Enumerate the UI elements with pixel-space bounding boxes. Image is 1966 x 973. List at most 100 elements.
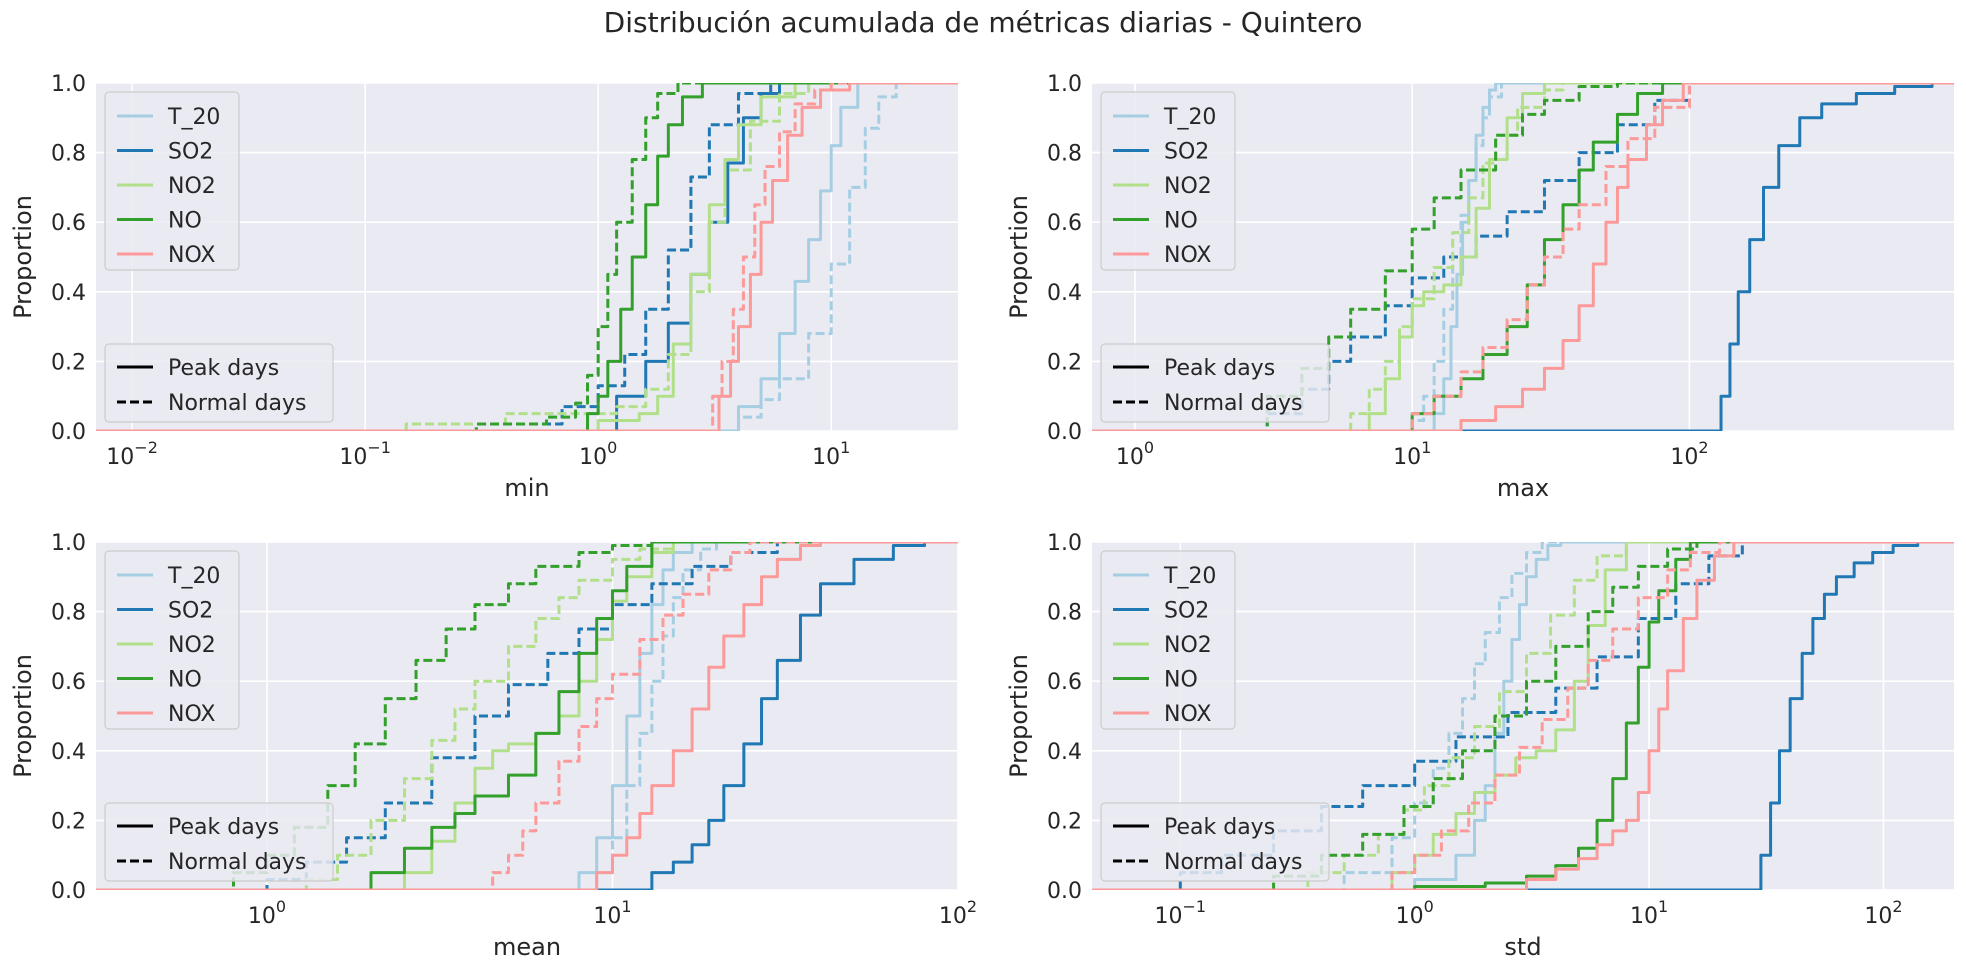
legend-label: NO — [168, 209, 202, 234]
legend-label: NOX — [1164, 243, 1211, 268]
y-tick-label: 0.4 — [1047, 281, 1082, 306]
chart-panel-mean: 0.0 0.2 0.4 0.6 0.8 1.0 100 101 102 mean Proportio… — [9, 531, 977, 961]
chart-panel-max: 0.0 0.2 0.4 0.6 0.8 1.0 100 101 102 max Proportion… — [1005, 72, 1954, 502]
y-axis-label: Proportion — [9, 195, 37, 319]
y-tick-label: 0.6 — [51, 211, 86, 236]
legend-line-style: Peak days Normal days — [1100, 343, 1330, 423]
x-tick-label: 101 — [593, 897, 631, 929]
x-tick-label: 10−1 — [339, 438, 391, 470]
x-tick-label: 102 — [1864, 897, 1902, 929]
x-tick-label: 100 — [248, 897, 286, 929]
x-tick-label: 101 — [1393, 438, 1431, 470]
y-tick-label: 0.6 — [1047, 211, 1082, 236]
legend-box — [104, 91, 240, 271]
legend-label: T_20 — [167, 564, 220, 589]
y-tick-label: 0.6 — [1047, 670, 1082, 695]
legend-label: SO2 — [168, 599, 213, 624]
legend-label: NO2 — [168, 633, 216, 658]
legend-species: T_20 SO2 NO2 NO NOX — [1100, 91, 1236, 271]
y-tick-label: 0.0 — [1047, 420, 1082, 445]
series-line-t-20-normal — [1092, 542, 1954, 890]
legend-label: NO — [1164, 668, 1198, 693]
y-tick-label: 0.4 — [1047, 740, 1082, 765]
legend-label: T_20 — [1163, 105, 1216, 130]
legend-label: NO — [168, 668, 202, 693]
x-axis-label: min — [504, 474, 549, 502]
y-tick-label: 0.4 — [51, 740, 86, 765]
series-line-no2-peak — [96, 83, 958, 431]
y-tick-label: 0.8 — [1047, 601, 1082, 626]
series-line-so2-peak — [1092, 542, 1954, 890]
legend-box — [104, 550, 240, 730]
figure-title: Distribución acumulada de métricas diari… — [604, 6, 1363, 39]
legend-label: NOX — [1164, 702, 1211, 727]
panels-container: 0.0 0.2 0.4 0.6 0.8 1.0 10−2 10−1 100 101 min Propo… — [9, 72, 1954, 961]
series-line-so2-peak — [1092, 83, 1954, 431]
series-line-t-20-normal — [1092, 83, 1954, 431]
series-line-t-20-peak — [1092, 542, 1954, 890]
series-line-no2-normal — [96, 83, 958, 431]
legend-label: NOX — [168, 702, 215, 727]
series-line-nox-peak — [96, 83, 958, 431]
series-group-max — [1092, 83, 1954, 431]
y-tick-label: 0.6 — [51, 670, 86, 695]
series-line-nox-peak — [1092, 83, 1954, 431]
x-tick-label: 100 — [1116, 438, 1154, 470]
legend-label: NO — [1164, 209, 1198, 234]
y-axis-label: Proportion — [1005, 195, 1033, 319]
legend-label: NO2 — [168, 174, 216, 199]
legend-label: T_20 — [167, 105, 220, 130]
legend-label: SO2 — [1164, 140, 1209, 165]
series-line-no2-normal — [1092, 83, 1954, 431]
series-line-nox-peak — [96, 542, 958, 890]
series-line-no-normal — [96, 83, 958, 431]
x-axis-label: std — [1504, 933, 1541, 961]
legend-line-style: Peak days Normal days — [1100, 802, 1330, 882]
series-line-no2-peak — [1092, 83, 1954, 431]
y-tick-label: 0.8 — [1047, 142, 1082, 167]
y-tick-label: 1.0 — [51, 531, 86, 556]
legend-label: Normal days — [168, 850, 307, 875]
series-line-no-normal — [96, 542, 958, 890]
series-line-t-20-peak — [96, 83, 958, 431]
x-axis-label: max — [1497, 474, 1549, 502]
y-axis-label: Proportion — [9, 654, 37, 778]
legend-line-style: Peak days Normal days — [104, 802, 334, 882]
series-line-no2-normal — [96, 542, 958, 890]
series-line-so2-peak — [96, 542, 958, 890]
legend-label: Normal days — [1164, 850, 1303, 875]
y-tick-label: 0.0 — [51, 420, 86, 445]
chart-panel-std: 0.0 0.2 0.4 0.6 0.8 1.0 10−1 100 101 102 std Propor… — [1005, 531, 1954, 961]
legend-box — [1100, 550, 1236, 730]
legend-line-style: Peak days Normal days — [104, 343, 334, 423]
series-line-t-20-normal — [96, 83, 958, 431]
x-tick-label: 101 — [1630, 897, 1668, 929]
y-tick-label: 0.2 — [1047, 350, 1082, 375]
x-axis-label: mean — [493, 933, 561, 961]
y-tick-label: 0.0 — [51, 879, 86, 904]
legend-species: T_20 SO2 NO2 NO NOX — [104, 550, 240, 730]
legend-box — [104, 802, 334, 882]
chart-panel-min: 0.0 0.2 0.4 0.6 0.8 1.0 10−2 10−1 100 101 min Propo… — [9, 72, 958, 502]
x-tick-label: 100 — [1396, 897, 1434, 929]
series-line-nox-normal — [1092, 83, 1954, 431]
y-tick-label: 0.2 — [51, 809, 86, 834]
y-tick-label: 0.0 — [1047, 879, 1082, 904]
series-line-nox-normal — [1092, 542, 1954, 890]
x-tick-label: 10−1 — [1155, 897, 1207, 929]
x-tick-label: 100 — [579, 438, 617, 470]
series-line-no-peak — [96, 83, 958, 431]
legend-label: Normal days — [1164, 391, 1303, 416]
legend-label: NO2 — [1164, 174, 1212, 199]
legend-box — [104, 343, 334, 423]
legend-label: SO2 — [1164, 599, 1209, 624]
legend-label: Peak days — [168, 815, 279, 840]
series-line-nox-peak — [1092, 542, 1954, 890]
series-line-t-20-peak — [96, 542, 958, 890]
legend-box — [1100, 343, 1330, 423]
y-tick-label: 0.4 — [51, 281, 86, 306]
legend-box — [1100, 91, 1236, 271]
legend-label: NO2 — [1164, 633, 1212, 658]
y-tick-label: 1.0 — [1047, 531, 1082, 556]
